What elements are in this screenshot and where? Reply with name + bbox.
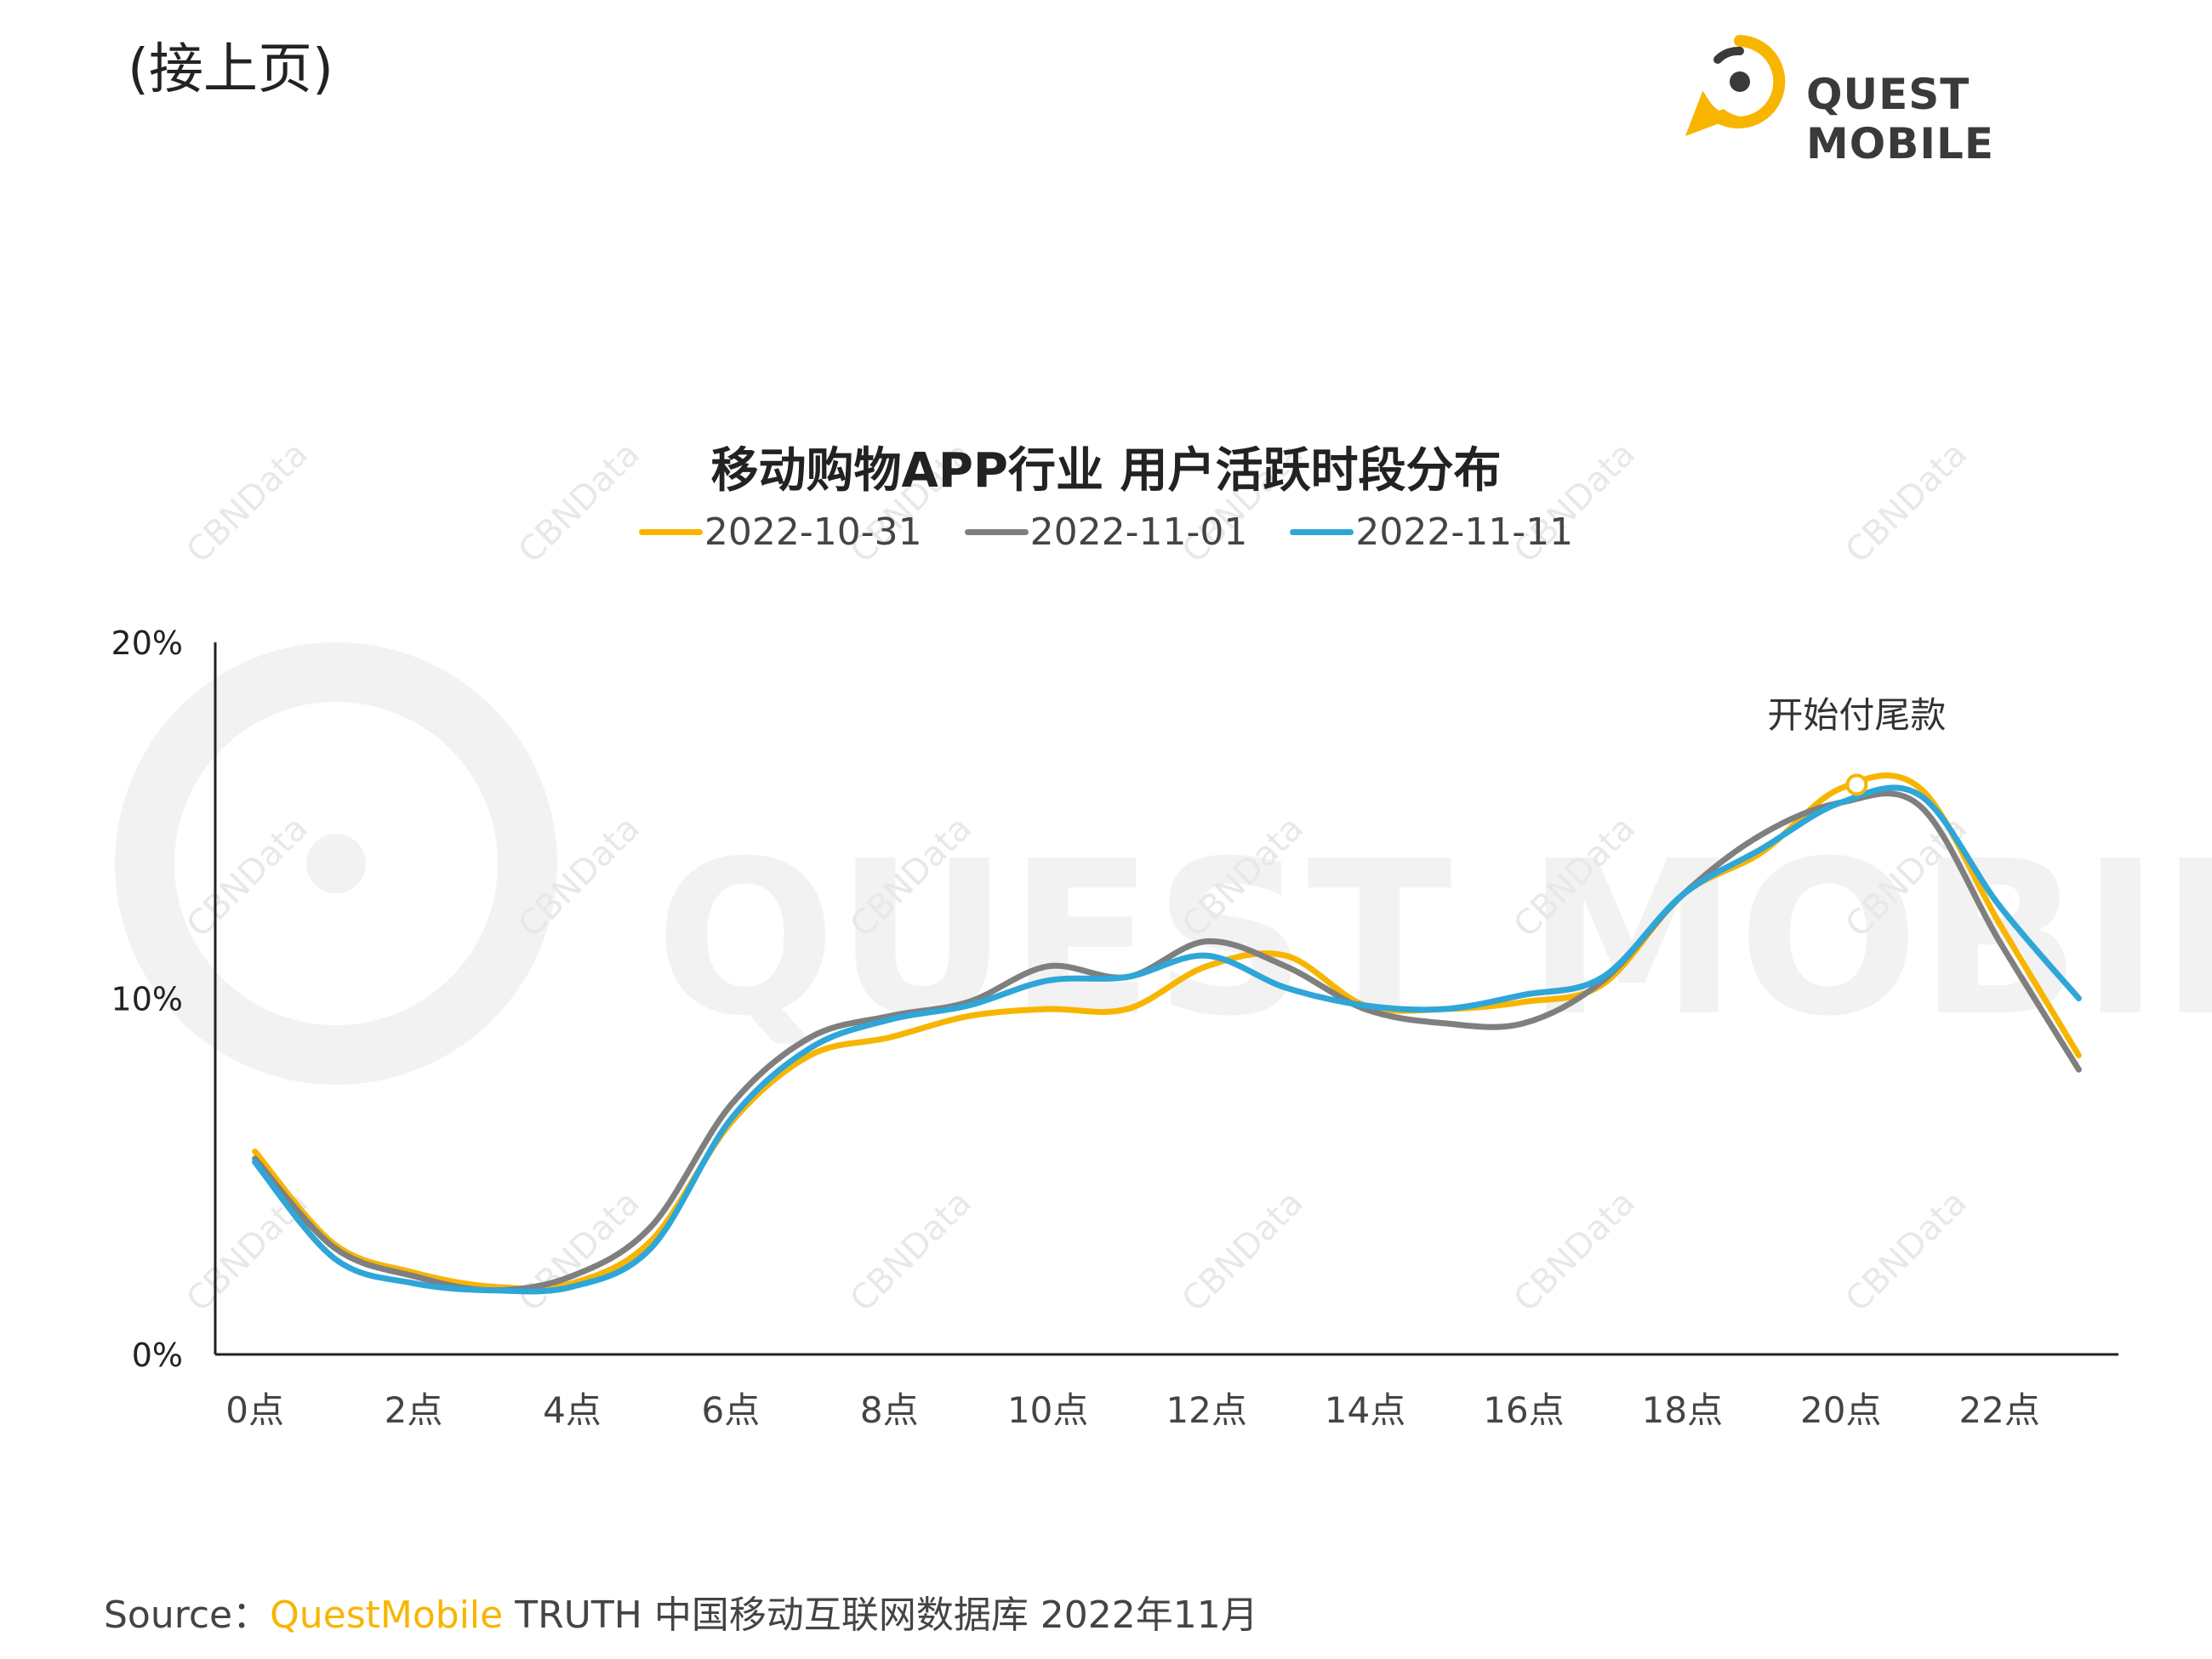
chart-legend: 2022-10-31 2022-11-01 2022-11-11 <box>0 510 2212 554</box>
x-tick-label: 6点 <box>701 1389 760 1431</box>
watermark-text: CBNData <box>1175 1183 1311 1320</box>
watermark-text: CBNData <box>1507 1183 1643 1320</box>
x-tick-label: 8点 <box>860 1389 919 1431</box>
chart-series <box>252 772 2082 1295</box>
chart-axes: 0% 10% 20% 0点 2点 4点 6点 8点 10点 12点 14点 16点 18点 20点 22点 <box>111 624 2118 1431</box>
continued-label: (接上页) <box>128 38 334 101</box>
x-tick-label: 14点 <box>1325 1389 1405 1431</box>
x-tick-label: 0点 <box>225 1389 284 1431</box>
legend-item-3: 2022-11-11 <box>1290 510 1573 554</box>
legend-label-1: 2022-10-31 <box>704 510 922 554</box>
x-tick-label: 12点 <box>1166 1389 1246 1431</box>
legend-swatch-2 <box>964 529 1029 535</box>
series-line-3 <box>252 784 2082 1295</box>
watermark-text: CBNData <box>843 1183 979 1320</box>
watermark-text: CBNData <box>1839 1183 1975 1320</box>
annotation-label: 开始付尾款 <box>1767 694 1946 736</box>
legend-swatch-3 <box>1290 529 1354 535</box>
chart-title: 移动购物APP行业 用户活跃时段分布 <box>710 443 1502 499</box>
legend-item-1: 2022-10-31 <box>638 510 922 554</box>
legend-label-3: 2022-11-11 <box>1355 510 1574 554</box>
watermark-logo-ring <box>115 642 557 1085</box>
chart-annotation: 开始付尾款 <box>1767 694 1946 796</box>
y-tick-label: 10% <box>111 981 183 1018</box>
legend-label-2: 2022-11-01 <box>1029 510 1248 554</box>
logo-icon <box>1685 35 1786 136</box>
x-tick-label: 2点 <box>385 1389 443 1431</box>
logo-text: QUEST MOBILE <box>1806 70 1994 168</box>
annotation-marker <box>1845 773 1868 796</box>
x-tick-label: 16点 <box>1483 1389 1564 1431</box>
y-tick-label: 20% <box>111 624 183 662</box>
y-tick-label: 0% <box>132 1337 183 1374</box>
watermark-layer: QUEST MOBILE CBNData CBNData CBNData CBNData… <box>115 435 2212 1320</box>
quest-mobile-logo: QUEST MOBILE <box>1680 26 2140 168</box>
series-line-2 <box>252 790 2082 1294</box>
watermark-text: CBNData <box>180 809 316 945</box>
watermark-logo-dot <box>306 834 366 893</box>
x-tick-label: 18点 <box>1642 1389 1723 1431</box>
x-tick-label: 22点 <box>1958 1389 2039 1431</box>
source-prefix: Source： <box>104 1593 271 1637</box>
source-brand: QuestMobile <box>270 1593 504 1637</box>
legend-swatch-1 <box>638 529 703 535</box>
legend-item-2: 2022-11-01 <box>964 510 1248 554</box>
source-note: Source：QuestMobile TRUTH 中国移动互联网数据库 2022… <box>104 1584 1258 1639</box>
watermark-big-text: QUEST MOBILE <box>655 815 2212 1063</box>
x-tick-label: 20点 <box>1800 1389 1881 1431</box>
x-tick-label: 10点 <box>1007 1389 1088 1431</box>
x-tick-label: 4点 <box>543 1389 601 1431</box>
source-rest: TRUTH 中国移动互联网数据库 2022年11月 <box>503 1593 1258 1637</box>
